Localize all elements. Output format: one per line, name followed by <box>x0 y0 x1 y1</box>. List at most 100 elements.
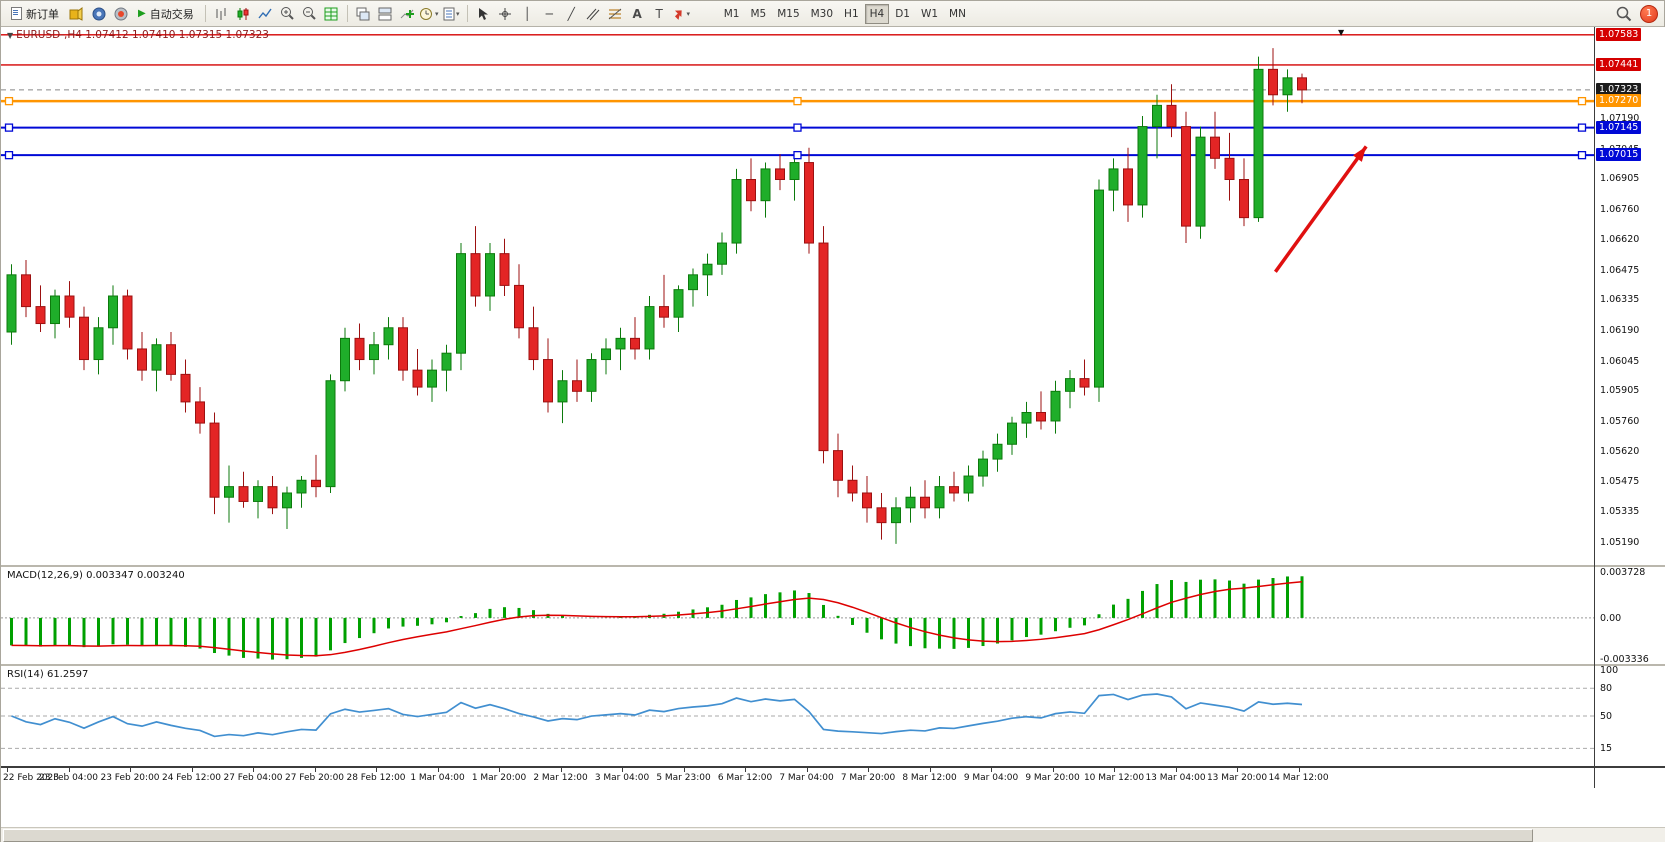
candle <box>122 295 133 350</box>
axis-label: 1.06475 <box>1600 264 1640 276</box>
new-order-button[interactable]: 新订单 <box>5 3 65 24</box>
line-handle[interactable] <box>793 150 802 160</box>
channel-icon[interactable] <box>583 3 604 24</box>
time-axis-label: 13 Mar 04:00 <box>1145 773 1206 783</box>
chart-shift-marker[interactable]: ▼ <box>1338 28 1345 37</box>
new-chart-icon[interactable] <box>321 3 342 24</box>
templates-icon[interactable]: ▾ <box>441 3 462 24</box>
price-axis[interactable]: 1.074351.071901.070451.069051.067601.066… <box>1595 27 1665 827</box>
timeframe-mn-button[interactable]: MN <box>944 4 971 24</box>
main-toolbar: 新订单 ▶ 自动交易 <box>1 1 1664 27</box>
timeframe-m5-button[interactable]: M5 <box>745 4 771 24</box>
candle <box>688 274 698 291</box>
indicators-add-icon[interactable] <box>397 3 418 24</box>
axis-label: 15 <box>1600 743 1613 755</box>
vertical-line-icon[interactable]: │ <box>523 6 531 21</box>
line-chart-icon[interactable] <box>255 3 276 24</box>
navigator-icon[interactable] <box>110 3 131 24</box>
candle <box>209 422 220 498</box>
candle <box>253 486 263 502</box>
timeframe-h1-button[interactable]: H1 <box>839 4 864 24</box>
data-window-icon[interactable] <box>88 3 109 24</box>
time-axis-label: 9 Mar 20:00 <box>1025 773 1080 783</box>
line-handle[interactable] <box>4 123 14 132</box>
price-badge: 1.07015 <box>1596 148 1642 162</box>
candle <box>282 492 292 509</box>
rsi-indicator-pane[interactable] <box>1 666 1594 766</box>
time-tick <box>1052 768 1054 772</box>
line-handle[interactable] <box>793 96 802 106</box>
time-axis-label: 1 Mar 20:00 <box>471 773 527 783</box>
timeframe-m15-button[interactable]: M15 <box>772 4 804 24</box>
timeframe-w1-button[interactable]: W1 <box>916 4 943 24</box>
time-tick <box>314 768 316 772</box>
trendline-icon[interactable]: ╱ <box>567 6 575 21</box>
fibonacci-icon[interactable] <box>605 3 626 24</box>
price-chart-pane[interactable] <box>1 27 1594 565</box>
search-icon[interactable] <box>1613 3 1634 24</box>
time-axis-label: 22 Feb 2023 <box>3 773 60 783</box>
trend-arrow-head[interactable] <box>1352 146 1367 162</box>
line-handle[interactable] <box>4 150 14 160</box>
chart-scrollbar[interactable] <box>1 827 1665 842</box>
time-axis-label: 23 Feb 04:00 <box>38 773 99 783</box>
time-axis-label: 9 Mar 04:00 <box>963 773 1019 783</box>
candle <box>673 289 684 318</box>
timeframe-m30-button[interactable]: M30 <box>806 4 838 24</box>
time-axis-label: 2 Mar 12:00 <box>533 773 588 783</box>
time-tick <box>991 768 992 772</box>
timeframe-m1-button[interactable]: M1 <box>719 4 745 24</box>
macd-label: MACD(12,26,9) 0.003347 0.003240 <box>7 570 185 581</box>
axis-label: -0.003336 <box>1600 654 1649 666</box>
line-handle[interactable] <box>1577 123 1587 132</box>
zoom-in-icon[interactable] <box>277 3 298 24</box>
trend-arrow-shaft[interactable] <box>1273 145 1368 273</box>
candle <box>108 295 118 329</box>
candle <box>137 348 147 371</box>
candlestick-chart-icon[interactable] <box>233 3 254 24</box>
scrollbar-thumb[interactable] <box>3 829 1533 842</box>
periods-clock-icon[interactable]: ▾ <box>419 3 440 24</box>
candle <box>412 369 423 388</box>
bar-chart-icon[interactable] <box>211 3 232 24</box>
candle <box>644 306 655 350</box>
line-handle[interactable] <box>1577 150 1587 160</box>
timeframe-d1-button[interactable]: D1 <box>890 4 915 24</box>
symbol-dropdown-icon[interactable]: ▼ <box>7 31 14 40</box>
time-tick <box>683 768 685 772</box>
line-handle[interactable] <box>793 123 802 132</box>
line-handle[interactable] <box>1577 96 1587 106</box>
candle <box>1268 68 1278 96</box>
time-axis-label: 14 Mar 12:00 <box>1268 773 1329 783</box>
market-watch-icon[interactable] <box>66 3 87 24</box>
zoom-out-icon[interactable] <box>299 3 320 24</box>
notification-badge[interactable]: 1 <box>1640 4 1658 23</box>
candle <box>398 327 408 371</box>
arrow-objects-icon[interactable]: ▾ <box>671 3 692 24</box>
time-tick <box>68 768 70 772</box>
rsi-line <box>11 693 1303 738</box>
cascade-windows-icon[interactable] <box>353 3 374 24</box>
cursor-icon[interactable] <box>473 3 494 24</box>
line-handle[interactable] <box>4 96 14 106</box>
crosshair-icon[interactable] <box>495 3 516 24</box>
candle <box>804 162 814 244</box>
time-axis-label: 8 Mar 12:00 <box>902 773 957 783</box>
timeframe-h4-button[interactable]: H4 <box>864 3 890 24</box>
time-axis[interactable]: 22 Feb 2023 23 Feb 04:00 23 Feb 20:00 24 Fe… <box>1 768 1594 788</box>
time-tick <box>622 768 623 772</box>
candle <box>238 486 249 502</box>
text-label-icon[interactable]: T <box>655 6 663 21</box>
text-icon[interactable]: A <box>632 6 642 21</box>
macd-indicator-pane[interactable] <box>1 567 1594 664</box>
time-tick <box>253 768 254 772</box>
toolbar-separator <box>204 5 206 22</box>
auto-trading-button[interactable]: ▶ 自动交易 <box>132 3 200 24</box>
time-axis-label: 23 Feb 20:00 <box>100 773 160 783</box>
candles-layer <box>6 48 1307 544</box>
tile-windows-icon[interactable] <box>375 3 396 24</box>
horizontal-line-icon[interactable]: ─ <box>545 6 553 21</box>
price-badge: 1.07323 <box>1596 82 1642 96</box>
candle <box>847 479 858 494</box>
timeframe-toolbar: M1 M5 M15 M30 H1 H4 D1 W1 MN <box>719 3 971 24</box>
